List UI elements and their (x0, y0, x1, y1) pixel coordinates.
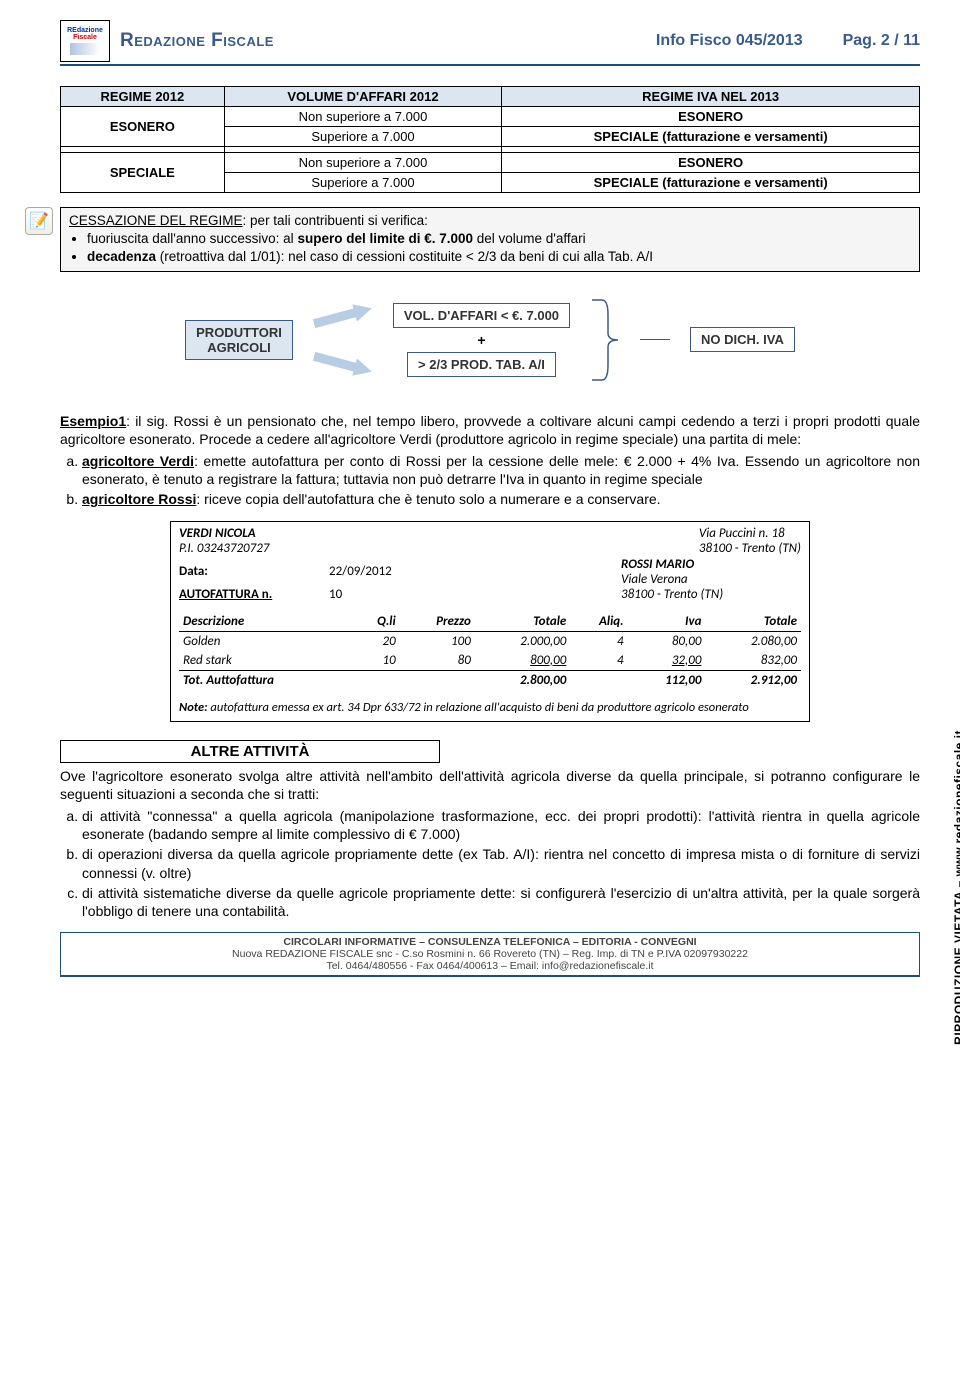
side-watermark: RIPRODUZIONE VIETATA – www.redazionefisc… (952, 730, 960, 1045)
buyer-addr2: 38100 - Trento (TN) (621, 587, 801, 602)
regime-th-2: REGIME IVA NEL 2013 (502, 87, 920, 107)
table-row: Red stark 10 80 800,00 4 32,00 832,00 (179, 651, 801, 671)
arrow-icon (312, 347, 375, 380)
regime-th-1: VOLUME D'AFFARI 2012 (224, 87, 502, 107)
table-total-row: Tot. Auttofattura 2.800,00 112,00 2.912,… (179, 670, 801, 690)
cell: SPECIALE (fatturazione e versamenti) (502, 173, 920, 193)
cessazione-heading: CESSAZIONE DEL REGIME (69, 213, 243, 228)
autofattura-label: AUTOFATTURA n. (179, 587, 299, 602)
info-code: Info Fisco 045/2013 (656, 32, 803, 50)
note-icon: 📝 (25, 207, 53, 235)
connector-line (640, 339, 670, 340)
cell: Superiore a 7.000 (224, 127, 502, 147)
altre-heading-box: ALTRE ATTIVITÀ (60, 740, 440, 763)
regime-r0: ESONERO (61, 107, 225, 147)
list-item: di attività "connessa" a quella agricola… (82, 807, 920, 843)
footer-l2: Nuova REDAZIONE FISCALE snc - C.so Rosmi… (65, 948, 915, 960)
esempio1-label: Esempio1 (60, 413, 126, 429)
logo-line1: REdazione (67, 27, 103, 34)
cell: Non superiore a 7.000 (224, 153, 502, 173)
altre-heading: ALTRE ATTIVITÀ (61, 741, 439, 762)
cell: SPECIALE (fatturazione e versamenti) (502, 127, 920, 147)
regime-table: REGIME 2012 VOLUME D'AFFARI 2012 REGIME … (60, 86, 920, 193)
data-label: Data: (179, 564, 299, 579)
footer-l3: Tel. 0464/480556 - Fax 0464/400613 – Ema… (65, 960, 915, 972)
cell: ESONERO (502, 107, 920, 127)
arrow-icon (312, 299, 375, 332)
list-item: agricoltore Rossi: riceve copia dell'aut… (82, 490, 920, 508)
logo: REdazione Fiscale (60, 20, 110, 62)
plus-icon: + (477, 332, 485, 348)
bracket-icon (590, 295, 620, 385)
diagram-left-box: PRODUTTORI AGRICOLI (185, 320, 293, 360)
seller-pi: P.I. 03243720727 (179, 541, 269, 556)
brand-title: Redazione Fiscale (120, 30, 274, 52)
document-header: REdazione Fiscale Redazione Fiscale Info… (60, 20, 920, 66)
diagram-right-box: NO DICH. IVA (690, 327, 795, 352)
altre-intro: Ove l'agricoltore esonerato svolga altre… (60, 767, 920, 803)
esempio1-list: agricoltore Verdi: emette autofattura pe… (82, 452, 920, 509)
buyer-addr1: Viale Verona (621, 572, 801, 587)
cell: Superiore a 7.000 (224, 173, 502, 193)
list-item: di attività sistematiche diverse da quel… (82, 884, 920, 920)
seller-addr2: 38100 - Trento (TN) (699, 541, 801, 556)
altre-list: di attività "connessa" a quella agricola… (82, 807, 920, 920)
regime-th-0: REGIME 2012 (61, 87, 225, 107)
cessazione-box: CESSAZIONE DEL REGIME: per tali contribu… (60, 207, 920, 272)
esempio1-paragraph: Esempio1: il sig. Rossi è un pensionato … (60, 412, 920, 448)
list-item: agricoltore Verdi: emette autofattura pe… (82, 452, 920, 488)
invoice-box: VERDI NICOLA P.I. 03243720727 Via Puccin… (170, 521, 810, 722)
footer-l1: CIRCOLARI INFORMATIVE – CONSULENZA TELEF… (65, 936, 915, 948)
cess-item-1: decadenza (retroattiva dal 1/01): nel ca… (87, 248, 911, 266)
invoice-note: Note: autofattura emessa ex art. 34 Dpr … (179, 700, 801, 715)
cessazione-intro: : per tali contribuenti si verifica: (243, 213, 428, 228)
buyer-name: ROSSI MARIO (621, 557, 694, 572)
table-row: Golden 20 100 2.000,00 4 80,00 2.080,00 (179, 631, 801, 651)
diagram-bottom-box: > 2/3 PROD. TAB. A/I (407, 352, 556, 377)
diagram-top-box: VOL. D'AFFARI < €. 7.000 (393, 303, 570, 328)
seller-name: VERDI NICOLA (179, 526, 256, 541)
header-meta: Info Fisco 045/2013 Pag. 2 / 11 (656, 32, 920, 50)
regime-r1: SPECIALE (61, 153, 225, 193)
page-number: Pag. 2 / 11 (843, 32, 920, 50)
cell: Non superiore a 7.000 (224, 107, 502, 127)
seller-addr1: Via Puccini n. 18 (699, 526, 801, 541)
invoice-items-table: Descrizione Q.li Prezzo Totale Aliq. Iva… (179, 612, 801, 690)
logo-line2: Fiscale (73, 34, 97, 41)
data-value: 22/09/2012 (329, 564, 392, 579)
flow-diagram: PRODUTTORI AGRICOLI VOL. D'AFFARI < €. 7… (60, 290, 920, 390)
document-footer: CIRCOLARI INFORMATIVE – CONSULENZA TELEF… (60, 932, 920, 977)
cell: ESONERO (502, 153, 920, 173)
cess-item-0: fuoriuscita dall'anno successivo: al sup… (87, 230, 911, 248)
list-item: di operazioni diversa da quella agricole… (82, 845, 920, 881)
logo-bar (70, 43, 100, 55)
autofattura-value: 10 (329, 587, 342, 602)
